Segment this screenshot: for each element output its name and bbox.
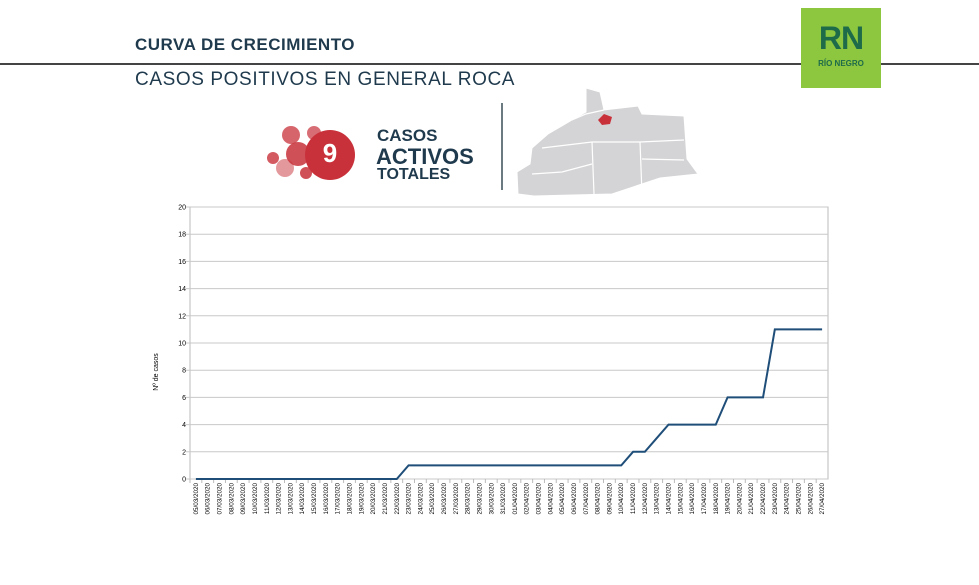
x-tick-label: 27/04/2020 — [819, 483, 826, 515]
header-divider — [0, 63, 979, 65]
rio-negro-logo: RN RÍO NEGRO — [801, 8, 881, 88]
region-map — [516, 87, 699, 196]
x-tick-label: 20/04/2020 — [736, 483, 743, 515]
y-tick-label: 18 — [178, 232, 186, 239]
y-tick-label: 6 — [182, 395, 186, 402]
x-tick-label: 25/03/2020 — [429, 483, 436, 515]
x-tick-label: 27/03/2020 — [453, 483, 460, 515]
y-tick-label: 12 — [178, 313, 186, 320]
x-tick-label: 31/03/2020 — [500, 483, 507, 515]
logo-subtext: RÍO NEGRO — [818, 59, 864, 68]
x-tick-label: 20/03/2020 — [370, 483, 377, 515]
x-tick-label: 12/04/2020 — [642, 483, 649, 515]
x-tick-label: 02/04/2020 — [524, 483, 531, 515]
series-line — [195, 328, 823, 480]
x-tick-label: 04/04/2020 — [547, 483, 554, 515]
x-tick-label: 16/04/2020 — [689, 483, 696, 515]
x-tick-label: 06/03/2020 — [205, 483, 212, 515]
x-tick-label: 18/03/2020 — [347, 483, 354, 515]
x-tick-label: 19/03/2020 — [358, 483, 365, 515]
x-tick-label: 14/03/2020 — [299, 483, 306, 515]
x-tick-label: 29/03/2020 — [476, 483, 483, 515]
x-tick-label: 22/03/2020 — [394, 483, 401, 515]
y-tick-label: 2 — [182, 449, 186, 456]
x-tick-label: 22/04/2020 — [760, 483, 767, 515]
active-cases-value: 9 — [322, 138, 338, 168]
y-axis-label: Nº de casos — [153, 353, 160, 391]
kpi-label-activos: ACTIVOS — [376, 144, 474, 169]
x-tick-label: 24/03/2020 — [417, 483, 424, 515]
x-tick-label: 26/04/2020 — [807, 483, 814, 515]
x-tick-label: 15/04/2020 — [677, 483, 684, 515]
x-tick-label: 17/03/2020 — [335, 483, 342, 515]
y-tick-label: 14 — [178, 286, 186, 293]
x-tick-label: 23/03/2020 — [406, 483, 413, 515]
x-tick-label: 26/03/2020 — [441, 483, 448, 515]
x-tick-label: 10/03/2020 — [252, 483, 259, 515]
x-tick-label: 09/03/2020 — [240, 483, 247, 515]
x-tick-label: 07/04/2020 — [583, 483, 590, 515]
x-tick-label: 13/04/2020 — [654, 483, 661, 515]
x-tick-label: 18/04/2020 — [713, 483, 720, 515]
x-tick-label: 05/04/2020 — [559, 483, 566, 515]
x-tick-label: 01/04/2020 — [512, 483, 519, 515]
page-subtitle: CASOS POSITIVOS EN GENERAL ROCA — [135, 69, 516, 90]
x-tick-label: 25/04/2020 — [795, 483, 802, 515]
x-tick-label: 12/03/2020 — [276, 483, 283, 515]
x-tick-label: 06/04/2020 — [571, 483, 578, 515]
y-tick-label: 4 — [182, 422, 186, 429]
x-tick-label: 17/04/2020 — [701, 483, 708, 515]
x-tick-label: 23/04/2020 — [772, 483, 779, 515]
x-tick-label: 13/03/2020 — [287, 483, 294, 515]
x-tick-label: 14/04/2020 — [666, 483, 673, 515]
x-tick-label: 15/03/2020 — [311, 483, 318, 515]
y-tick-label: 8 — [182, 368, 186, 375]
y-tick-label: 16 — [178, 259, 186, 266]
kpi-label-casos: CASOS — [377, 126, 438, 145]
y-tick-label: 10 — [178, 341, 186, 348]
x-tick-label: 11/03/2020 — [264, 483, 271, 515]
page-title: CURVA DE CRECIMIENTO — [135, 35, 356, 54]
x-tick-label: 21/04/2020 — [748, 483, 755, 515]
x-tick-label: 09/04/2020 — [606, 483, 613, 515]
x-tick-label: 08/03/2020 — [228, 483, 235, 515]
x-tick-label: 11/04/2020 — [630, 483, 637, 515]
x-tick-label: 10/04/2020 — [618, 483, 625, 515]
kpi-label-totales: TOTALES — [377, 166, 451, 183]
x-tick-label: 07/03/2020 — [217, 483, 224, 515]
x-tick-label: 30/03/2020 — [488, 483, 495, 515]
cases-bubbles-icon — [267, 126, 355, 180]
x-tick-label: 08/04/2020 — [595, 483, 602, 515]
y-tick-label: 0 — [182, 477, 186, 484]
x-tick-label: 28/03/2020 — [465, 483, 472, 515]
x-tick-label: 03/04/2020 — [536, 483, 543, 515]
y-tick-label: 20 — [178, 205, 186, 212]
x-tick-label: 16/03/2020 — [323, 483, 330, 515]
general-roca-highlight — [598, 114, 612, 125]
logo-text: RN — [818, 20, 864, 56]
x-tick-label: 05/03/2020 — [193, 483, 200, 515]
x-tick-label: 19/04/2020 — [725, 483, 732, 515]
x-tick-label: 21/03/2020 — [382, 483, 389, 515]
kpi-divider — [501, 103, 503, 190]
x-tick-label: 24/04/2020 — [784, 483, 791, 515]
